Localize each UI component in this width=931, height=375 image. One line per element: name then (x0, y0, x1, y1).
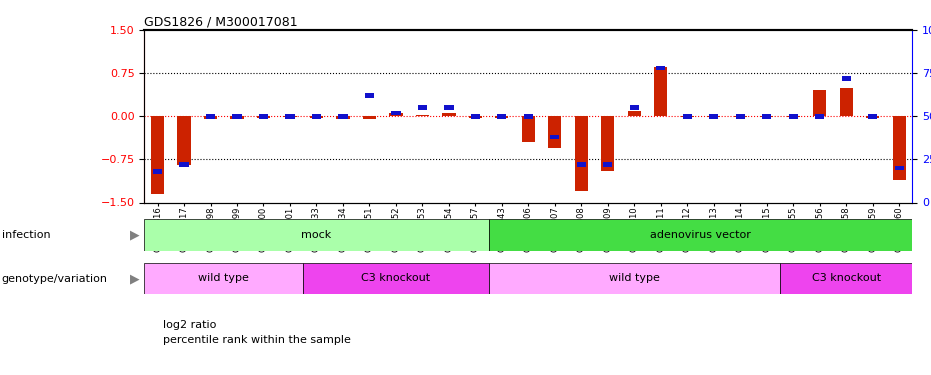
Bar (576, 162, 586, 167)
Bar (489, 262, 780, 294)
Bar (681, 116, 694, 117)
Bar (521, 116, 535, 142)
Bar (304, 262, 489, 294)
Bar (789, 114, 798, 118)
Bar (418, 105, 427, 110)
Text: genotype/variation: genotype/variation (2, 274, 108, 284)
Text: wild type: wild type (609, 273, 660, 284)
Bar (780, 262, 912, 294)
Bar (257, 116, 270, 118)
Bar (656, 66, 666, 70)
Bar (259, 114, 268, 118)
Text: adenovirus vector: adenovirus vector (650, 230, 751, 240)
Bar (312, 114, 321, 118)
Text: log2 ratio: log2 ratio (163, 320, 216, 330)
Bar (363, 116, 376, 119)
Bar (338, 114, 347, 118)
Bar (866, 116, 879, 118)
Bar (895, 166, 904, 170)
Bar (489, 219, 912, 251)
Bar (734, 116, 747, 117)
Text: infection: infection (2, 230, 50, 240)
Bar (391, 111, 400, 115)
Bar (497, 114, 506, 118)
Bar (206, 114, 215, 118)
Bar (627, 111, 641, 116)
Bar (603, 162, 613, 167)
Bar (550, 135, 560, 139)
Bar (468, 116, 482, 118)
Text: ▶: ▶ (130, 229, 140, 242)
Bar (813, 90, 827, 116)
Text: C3 knockout: C3 knockout (812, 273, 881, 284)
Bar (682, 114, 692, 118)
Text: percentile rank within the sample: percentile rank within the sample (163, 335, 351, 345)
Bar (548, 116, 561, 148)
Bar (416, 114, 429, 116)
Bar (144, 262, 304, 294)
Bar (815, 114, 824, 118)
Text: ▶: ▶ (130, 272, 140, 285)
Bar (336, 116, 349, 118)
Bar (144, 219, 489, 251)
Bar (760, 116, 774, 117)
Bar (842, 76, 851, 81)
Bar (365, 93, 374, 98)
Bar (524, 114, 533, 118)
Bar (230, 116, 244, 118)
Bar (178, 116, 191, 165)
Bar (708, 116, 721, 117)
Text: C3 knockout: C3 knockout (361, 273, 430, 284)
Bar (471, 114, 480, 118)
Bar (285, 114, 294, 118)
Bar (787, 116, 800, 117)
Bar (442, 113, 455, 116)
Text: GDS1826 / M300017081: GDS1826 / M300017081 (144, 16, 298, 29)
Bar (151, 116, 164, 194)
Bar (153, 169, 162, 174)
Bar (233, 114, 242, 118)
Bar (629, 105, 639, 110)
Bar (389, 113, 402, 116)
Bar (709, 114, 719, 118)
Bar (735, 114, 745, 118)
Bar (654, 68, 668, 116)
Bar (893, 116, 906, 180)
Bar (840, 87, 853, 116)
Bar (574, 116, 588, 191)
Text: wild type: wild type (198, 273, 250, 284)
Bar (444, 105, 453, 110)
Bar (204, 116, 217, 118)
Bar (601, 116, 614, 171)
Bar (495, 116, 508, 118)
Bar (283, 116, 297, 117)
Bar (180, 162, 189, 167)
Bar (868, 114, 877, 118)
Bar (762, 114, 772, 118)
Text: mock: mock (302, 230, 331, 240)
Bar (310, 116, 323, 118)
